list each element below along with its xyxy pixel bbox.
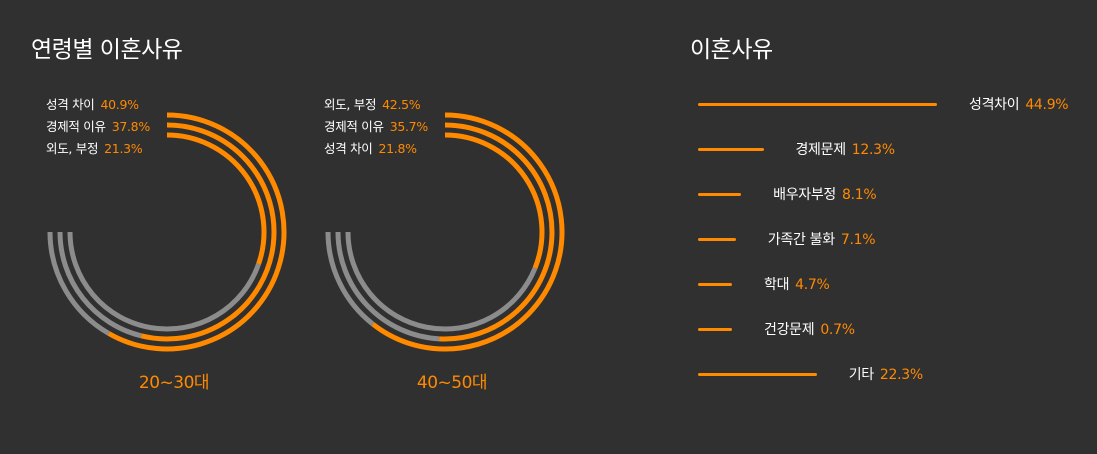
legend-item: 성격 차이 40.9% bbox=[46, 94, 150, 116]
donut-value-arc bbox=[439, 122, 555, 342]
bar-label: 학대 4.7% bbox=[764, 274, 830, 294]
legend-label: 경제적 이유 bbox=[46, 119, 106, 134]
legend-label: 성격 차이 bbox=[46, 97, 95, 112]
donut-chart-40-50: 외도, 부정 42.5% 경제적 이유 35.7% 성격 차이 21.8% 40~50… bbox=[322, 86, 582, 396]
donut-chart-20-30: 성격 차이 40.9% 경제적 이유 37.8% 외도, 부정 21.3% 20~30… bbox=[44, 86, 304, 396]
bar bbox=[698, 103, 937, 106]
bar-category: 건강문제 bbox=[764, 322, 815, 338]
bar-value: 44.9% bbox=[1025, 97, 1069, 113]
legend-value: 40.9% bbox=[100, 97, 139, 112]
donut-value-arc bbox=[140, 122, 277, 342]
legend-value: 42.5% bbox=[382, 97, 421, 112]
bar-label: 성격차이 44.9% bbox=[969, 94, 1069, 114]
bar-value: 0.7% bbox=[820, 322, 855, 338]
donut-value-arc bbox=[107, 112, 287, 352]
legend-value: 37.8% bbox=[111, 119, 151, 134]
bar bbox=[698, 193, 742, 196]
age-group-label: 20~30대 bbox=[138, 373, 210, 393]
bar bbox=[698, 328, 732, 331]
donut-track-arc bbox=[345, 231, 538, 332]
bar-label: 배우자부정 8.1% bbox=[773, 184, 877, 204]
bar-category: 기타 bbox=[848, 367, 874, 383]
bar-value: 12.3% bbox=[851, 142, 895, 158]
bar-category: 학대 bbox=[764, 277, 790, 293]
legend-label: 외도, 부정 bbox=[46, 141, 99, 156]
bar-value: 22.3% bbox=[879, 367, 923, 383]
legend-value: 35.7% bbox=[389, 119, 429, 134]
bar bbox=[698, 148, 764, 151]
legend-item: 성격 차이 21.8% bbox=[324, 138, 428, 160]
bar-label: 가족간 불화 7.1% bbox=[767, 229, 876, 249]
legend-label: 성격 차이 bbox=[324, 141, 373, 156]
legend-label: 외도, 부정 bbox=[324, 97, 377, 112]
legend-value: 21.3% bbox=[104, 141, 143, 156]
donut-track-arc bbox=[67, 231, 261, 332]
donut-track-arc bbox=[47, 231, 111, 336]
bar-category: 성격차이 bbox=[969, 97, 1020, 113]
donut-track-arc bbox=[325, 231, 375, 327]
age-chart-title: 연령별 이혼사유 bbox=[31, 37, 183, 63]
bar-value: 8.1% bbox=[842, 187, 877, 203]
bar-value: 7.1% bbox=[840, 232, 876, 248]
donut-value-arc bbox=[371, 112, 565, 352]
legend-value: 21.8% bbox=[378, 141, 417, 156]
donut-value-arc bbox=[444, 132, 545, 270]
bar-value: 4.7% bbox=[795, 277, 830, 293]
bar bbox=[698, 238, 736, 241]
legend-label: 경제적 이유 bbox=[324, 119, 384, 134]
legend-item: 외도, 부정 42.5% bbox=[324, 94, 428, 116]
age-group-label: 40~50대 bbox=[416, 373, 488, 393]
bar-label: 경제문제 12.3% bbox=[795, 139, 895, 159]
donut-value-arc bbox=[166, 132, 267, 265]
reasons-chart-title: 이혼사유 bbox=[690, 37, 773, 63]
bar-category: 경제문제 bbox=[795, 142, 846, 158]
legend-item: 경제적 이유 35.7% bbox=[324, 116, 428, 138]
legend-item: 경제적 이유 37.8% bbox=[46, 116, 150, 138]
bar-category: 가족간 불화 bbox=[767, 232, 835, 248]
legend-item: 외도, 부정 21.3% bbox=[46, 138, 150, 160]
bar bbox=[698, 283, 732, 286]
donut-track-arc bbox=[335, 231, 440, 342]
donut-svg bbox=[325, 112, 565, 352]
bar-label: 건강문제 0.7% bbox=[764, 319, 855, 339]
bar-label: 기타 22.3% bbox=[849, 364, 923, 384]
bar-category: 배우자부정 bbox=[773, 187, 837, 203]
donut-track-arc bbox=[57, 231, 142, 339]
donut-svg bbox=[47, 112, 287, 352]
donut-legend: 외도, 부정 42.5% 경제적 이유 35.7% 성격 차이 21.8% bbox=[324, 94, 428, 160]
donut-legend: 성격 차이 40.9% 경제적 이유 37.8% 외도, 부정 21.3% bbox=[46, 94, 150, 160]
bar bbox=[698, 373, 817, 376]
